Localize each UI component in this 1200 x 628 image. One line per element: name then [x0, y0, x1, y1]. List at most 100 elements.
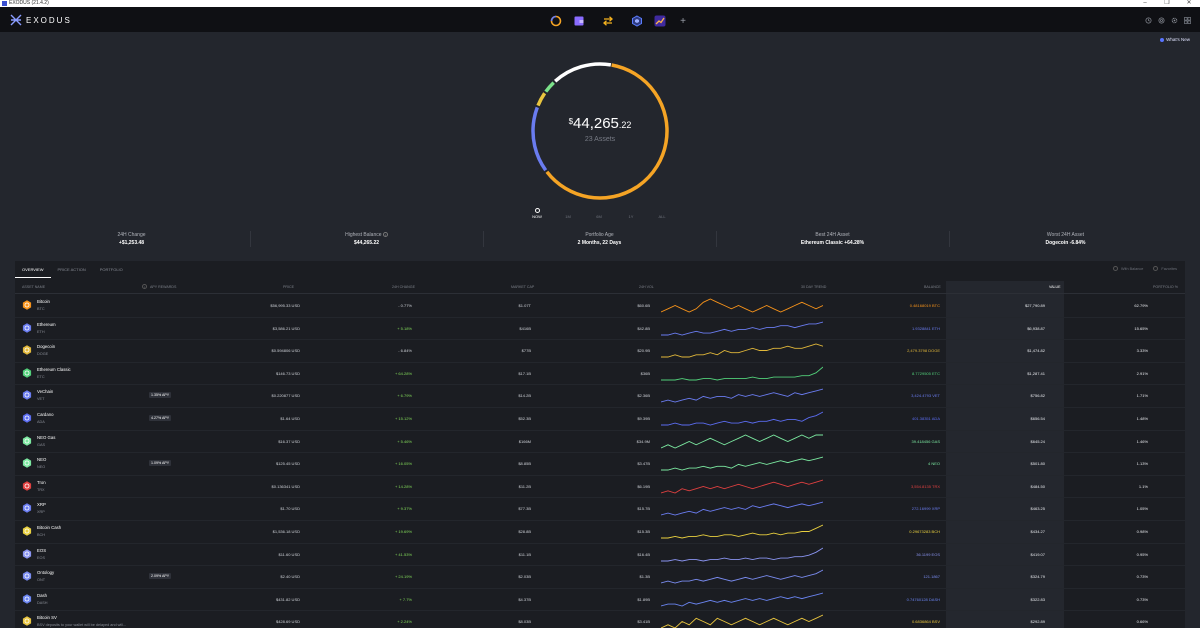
asset-row[interactable]: Dash DASH $431.82 USD + 7.7% $4.37B $1.89B 0.7…: [15, 589, 1185, 612]
nav-wallet[interactable]: [569, 11, 589, 31]
total-whole: 44,265: [573, 115, 619, 132]
trend-sparkline: [661, 456, 823, 471]
col-value[interactable]: VALUE: [1049, 285, 1061, 289]
grid-icon[interactable]: [1184, 17, 1191, 24]
asset-name: Dash: [37, 592, 48, 598]
notification-dot-icon: [1160, 37, 1165, 42]
change-cell: + 2.24%: [397, 619, 412, 625]
with-balance-toggle[interactable]: With Balance: [1113, 266, 1143, 271]
asset-row[interactable]: Bitcoin Cash BCH $1,536.18 USD + 19.69% $28.…: [15, 521, 1185, 544]
asset-row[interactable]: NEO NEO 1.09% APY $125.45 USD + 16.05% $8.85B…: [15, 453, 1185, 476]
asset-row[interactable]: VeChain VET 1.35% APY $0.220877 USD + 6.79% $…: [15, 385, 1185, 408]
trend-sparkline: [661, 366, 823, 381]
trend-line: [661, 524, 823, 539]
tab-overview[interactable]: OVERVIEW: [15, 261, 51, 278]
stat-value: Dogecoin -6.84%: [1045, 240, 1086, 246]
nav-apps[interactable]: [627, 11, 647, 31]
help-icon[interactable]: [1158, 17, 1165, 24]
info-icon[interactable]: i: [142, 284, 147, 289]
donut-segment-ethereum[interactable]: [528, 59, 672, 203]
coin-icon: [22, 458, 32, 468]
asset-row[interactable]: EOS EOS $11.60 USD + 41.53% $11.1B $16.4B 36.1…: [15, 544, 1185, 567]
history-icon[interactable]: [1145, 17, 1152, 24]
portfolio-pct-cell: 0.95%: [1136, 551, 1148, 557]
volume-cell: $60.6B: [637, 303, 650, 308]
col-24h-change[interactable]: 24H CHANGE: [392, 285, 415, 289]
col-portfolio-pct[interactable]: PORTFOLIO %: [1153, 285, 1178, 289]
whats-new-button[interactable]: What's New: [1160, 37, 1190, 42]
close-button[interactable]: ✕: [1186, 0, 1192, 6]
trend-sparkline: [661, 592, 823, 607]
asset-ticker: ONT: [37, 578, 46, 583]
asset-row[interactable]: Dogecoin DOGE $0.594806 USD - 6.84% $77B $20.…: [15, 340, 1185, 363]
favorites-toggle[interactable]: Favorites: [1153, 266, 1177, 271]
timeline-now[interactable]: NOW: [531, 208, 543, 222]
asset-row[interactable]: NEO Gas GAS $16.37 USD + 5.46% $166M $34.9M 39…: [15, 431, 1185, 454]
coin-icon: [22, 616, 32, 627]
col-apy-rewards[interactable]: APY REWARDS: [150, 285, 177, 289]
maximize-button[interactable]: ❐: [1164, 0, 1170, 6]
info-icon[interactable]: i: [382, 232, 388, 237]
asset-row[interactable]: Cardano ADA 4.27% APY $1.64 USD + 15.12% $52.…: [15, 408, 1185, 431]
tab-portfolio[interactable]: PORTFOLIO: [99, 267, 123, 272]
timeline-1m[interactable]: 1M: [562, 208, 574, 222]
nav-portfolio[interactable]: [546, 11, 566, 33]
portfolio-view: What's New $44,265.22 23 Assets NOW 1M 6…: [0, 32, 1200, 628]
price-cell: $125.45 USD: [275, 461, 300, 467]
market-cap-cell: $17.1B: [518, 370, 531, 376]
asset-name: Cardano: [37, 412, 54, 417]
portfolio-pct-cell: 1.71%: [1136, 393, 1148, 399]
assets-tabs: OVERVIEW PRICE ACTION PORTFOLIO: [15, 261, 130, 278]
settings-icon[interactable]: [1171, 17, 1178, 24]
apy-badge[interactable]: 4.27% APY: [149, 415, 172, 421]
tab-price-action[interactable]: PRICE ACTION: [57, 267, 86, 272]
apy-badge[interactable]: 1.35% APY: [149, 392, 172, 399]
asset-row[interactable]: Ethereum Classic ETC $146.73 USD + 64.28% $1…: [15, 363, 1185, 386]
portfolio-pct-cell: 1.05%: [1136, 506, 1148, 512]
col-24h-vol[interactable]: 24H VOL: [639, 285, 654, 289]
app-icon: [2, 1, 7, 6]
balance-cell: 3,424.4793 VET: [911, 393, 940, 399]
nav-trade[interactable]: [650, 11, 670, 31]
portfolio-pct-cell: 0.73%: [1136, 574, 1148, 580]
asset-row[interactable]: Bitcoin SV BSV deposits to your wallet wi…: [15, 611, 1185, 628]
asset-name: Tron: [37, 479, 46, 485]
apy-badge[interactable]: 1.09% APY: [149, 460, 172, 467]
nav-add[interactable]: +: [673, 11, 693, 31]
col-balance[interactable]: BALANCE: [924, 285, 941, 289]
apy-badge[interactable]: 2.09% APY: [149, 573, 172, 580]
price-cell: $431.82 USD: [275, 596, 300, 602]
timeline-all[interactable]: ALL: [656, 208, 668, 222]
nav-exchange[interactable]: [598, 11, 618, 31]
trend-line: [661, 592, 823, 607]
asset-ticker: BCH: [37, 533, 46, 537]
trend-line: [661, 321, 823, 336]
timeline-6m[interactable]: 6M: [593, 208, 605, 222]
asset-row[interactable]: XRP XRP $1.70 USD + 9.37% $77.3B $15.7B 272.16…: [15, 498, 1185, 521]
col-asset-name[interactable]: ASSET NAME: [22, 285, 46, 289]
timeline-1y[interactable]: 1Y: [625, 208, 637, 222]
price-cell: $56,995.33 USD: [270, 303, 300, 308]
top-bar: EXODUS: [0, 7, 1200, 33]
coin-icon: [22, 368, 32, 378]
asset-row[interactable]: Ontology ONT 2.09% APY $2.40 USD + 24.19% $2.…: [15, 566, 1185, 589]
trend-app-icon: [654, 15, 666, 27]
total-cents: .22: [618, 120, 632, 130]
market-cap-cell: $11.1B: [518, 551, 531, 557]
col-price[interactable]: PRICE: [283, 285, 294, 289]
trend-sparkline: [661, 524, 823, 539]
asset-row[interactable]: Bitcoin BTC $56,995.33 USD - 0.77% $1.07T $60…: [15, 295, 1185, 318]
portfolio-donut-chart[interactable]: [528, 59, 672, 203]
asset-row[interactable]: Tron TRX $0.136341 USD + 14.28% $11.2B $6.19B…: [15, 476, 1185, 499]
change-cell: + 64.28%: [394, 370, 412, 376]
col-market-cap[interactable]: MARKET CAP: [511, 285, 535, 289]
market-cap-cell: $8.85B: [518, 461, 531, 467]
trend-sparkline: [661, 388, 823, 403]
minimize-button[interactable]: –: [1143, 0, 1147, 6]
balance-cell: 401.38351 ADA: [911, 416, 940, 421]
asset-row[interactable]: Ethereum ETH $3,586.21 USD + 5.18% $416B $42.…: [15, 318, 1185, 341]
col-30-day-trend[interactable]: 30 DAY TREND: [801, 285, 827, 289]
exodus-logo-icon: [10, 14, 22, 26]
trend-sparkline: [661, 321, 823, 336]
value-cell: $656.54: [1030, 416, 1045, 421]
